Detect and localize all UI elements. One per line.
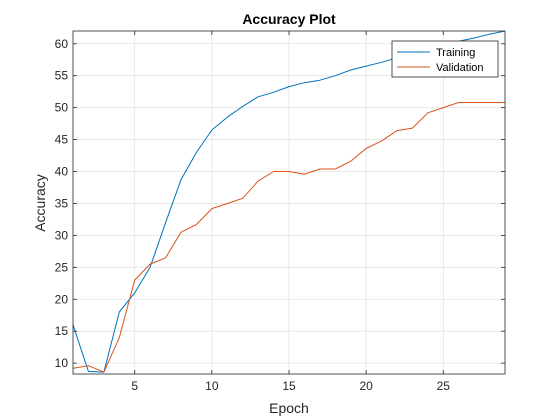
x-tick-label: 25: [437, 379, 451, 393]
x-tick-label: 15: [282, 379, 296, 393]
y-tick-label: 15: [55, 324, 69, 338]
y-tick-label: 10: [55, 356, 69, 370]
y-tick-label: 50: [55, 101, 69, 115]
y-tick-label: 35: [55, 196, 69, 210]
legend[interactable]: Training Validation: [391, 40, 499, 78]
chart-title: Accuracy Plot: [242, 11, 336, 27]
y-axis-label: Accuracy: [32, 174, 48, 232]
y-tick-label: 55: [55, 69, 69, 83]
y-tick-label: 45: [55, 133, 69, 147]
x-tick-label: 10: [205, 379, 219, 393]
y-tick-label: 25: [55, 260, 69, 274]
y-tick-label: 20: [55, 292, 69, 306]
y-tick-label: 40: [55, 165, 69, 179]
x-tick-label: 5: [131, 379, 138, 393]
legend-label-validation: Validation: [436, 62, 484, 74]
y-tick-label: 30: [55, 228, 69, 242]
axis-ticks: 5 10 15 20 25 10 15 20 25 30 35 40 45 50 55 60: [55, 31, 505, 393]
legend-label-training: Training: [436, 47, 475, 59]
y-tick-label: 60: [55, 37, 69, 51]
series-line-validation: [72, 102, 505, 373]
x-tick-label: 20: [359, 379, 373, 393]
x-axis-label: Epoch: [269, 400, 309, 416]
legend-box: [391, 40, 499, 78]
